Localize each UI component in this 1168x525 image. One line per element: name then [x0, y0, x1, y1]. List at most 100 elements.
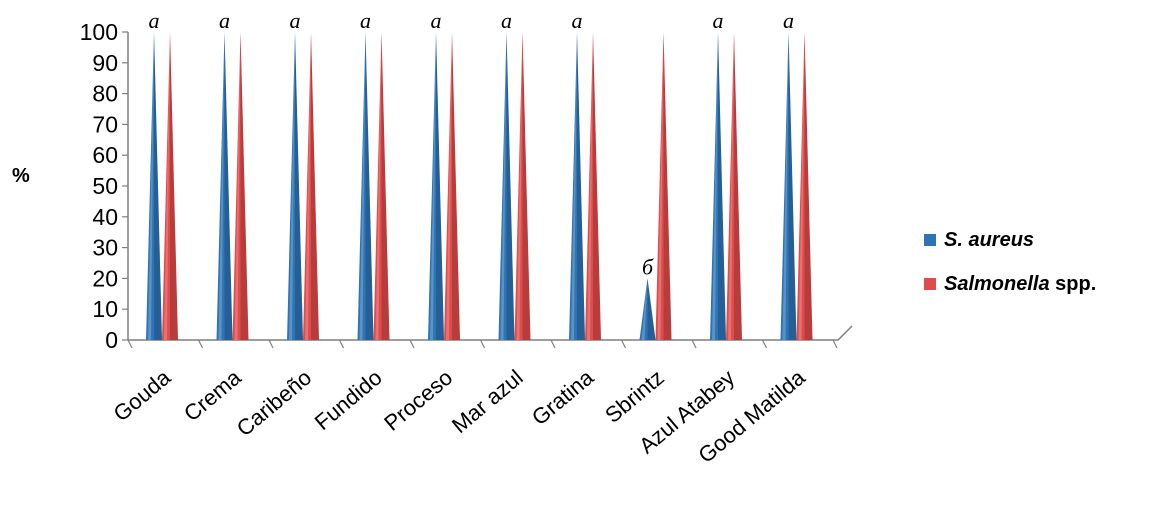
- legend-swatch: [924, 234, 936, 246]
- bar-shade: [154, 32, 162, 340]
- significance-letter: a: [290, 8, 301, 33]
- significance-letter: a: [360, 8, 371, 33]
- x-tick: [127, 339, 133, 349]
- category-label: Caribeño: [232, 365, 316, 442]
- bar-face: [303, 32, 319, 340]
- x-tick: [620, 339, 627, 349]
- bar: [357, 32, 374, 340]
- legend-item: S. aureus: [924, 229, 1034, 251]
- bar: [428, 32, 444, 340]
- bar-shade: [170, 32, 178, 340]
- bar-highlight: [234, 32, 241, 340]
- bar-face: [585, 32, 601, 340]
- category-label: Crema: [179, 364, 246, 426]
- bar: [498, 32, 515, 340]
- axes: 0 10 20 30 40 50 60 70 80 90 100: [80, 19, 853, 353]
- bar-highlight: [164, 32, 170, 340]
- legend: S. aureus Salmonella spp.: [924, 229, 1096, 295]
- y-tick-label: 40: [92, 204, 118, 230]
- category-label: Proceso: [379, 365, 457, 436]
- legend-item: Salmonella spp.: [924, 273, 1096, 295]
- bar-shade: [577, 32, 585, 340]
- bar-highlight: [782, 32, 789, 340]
- bar-highlight: [148, 32, 154, 340]
- bar: [796, 32, 813, 340]
- x-tick: [338, 339, 345, 349]
- bar-highlight: [446, 32, 452, 340]
- bar-highlight: [375, 32, 382, 340]
- category-label: Gouda: [109, 364, 176, 426]
- bar-shade: [734, 32, 742, 340]
- bar: [444, 32, 460, 340]
- annotations: a a a a a a a б a a: [149, 8, 795, 279]
- legend-label: Salmonella spp.: [944, 273, 1096, 295]
- bar-highlight: [587, 32, 593, 340]
- bar-highlight: [359, 32, 366, 340]
- bar: [373, 32, 390, 340]
- bar-highlight: [728, 32, 734, 340]
- significance-letter: б: [642, 254, 654, 279]
- bar-highlight: [218, 32, 225, 340]
- bar-face: [444, 32, 460, 340]
- bar-face: [232, 32, 249, 340]
- bar: [232, 32, 249, 340]
- bar: [216, 32, 233, 340]
- x-tick: [761, 339, 768, 349]
- x-tick: [409, 339, 415, 349]
- bar-shade: [365, 32, 374, 340]
- bar-shade: [593, 32, 601, 340]
- significance-letter: a: [149, 8, 160, 33]
- bar-shade: [381, 32, 390, 340]
- bar: [655, 32, 672, 340]
- bar-highlight: [516, 32, 523, 340]
- bar-highlight: [289, 32, 295, 340]
- bar-highlight: [641, 278, 648, 340]
- bar-shade: [788, 32, 797, 340]
- bar: [162, 32, 178, 340]
- bar-face: [146, 32, 162, 340]
- bar-face: [498, 32, 515, 340]
- y-axis-label: %: [12, 165, 30, 187]
- bar-highlight: [430, 32, 436, 340]
- category-label: Fundido: [310, 365, 387, 435]
- bar-shade: [311, 32, 319, 340]
- bar-face: [710, 32, 726, 340]
- legend-label: S. aureus: [944, 229, 1034, 251]
- bar-shade: [224, 32, 233, 340]
- bar-shade: [522, 32, 531, 340]
- bar: [569, 32, 585, 340]
- y-tick-label: 50: [92, 173, 118, 199]
- bar-shade: [506, 32, 515, 340]
- bar-highlight: [798, 32, 805, 340]
- bar-shade: [718, 32, 726, 340]
- y-tick-label: 30: [92, 235, 118, 261]
- y-tick-label: 80: [92, 81, 118, 107]
- bar-face: [796, 32, 813, 340]
- bar: [710, 32, 726, 340]
- bar: [514, 32, 531, 340]
- bar-shade: [647, 278, 656, 340]
- bar: [639, 278, 656, 340]
- x-tick: [268, 339, 274, 349]
- bar-highlight: [712, 32, 718, 340]
- y-tick-label: 10: [92, 296, 118, 322]
- bar-highlight: [305, 32, 311, 340]
- significance-letter: a: [572, 8, 583, 33]
- y-tick-label: 100: [80, 19, 118, 45]
- significance-letter: a: [219, 8, 230, 33]
- bar-shade: [663, 32, 672, 340]
- bar-shade: [452, 32, 460, 340]
- x-tick: [550, 339, 556, 349]
- significance-letter: a: [431, 8, 442, 33]
- significance-letter: a: [501, 8, 512, 33]
- bar-shade: [240, 32, 249, 340]
- bar: [303, 32, 319, 340]
- y-tick-label: 60: [92, 142, 118, 168]
- bar-shade: [804, 32, 813, 340]
- x-tick: [691, 339, 697, 349]
- x-tick: [479, 339, 486, 349]
- bar-face: [162, 32, 178, 340]
- bar-face: [287, 32, 303, 340]
- legend-swatch: [924, 278, 936, 290]
